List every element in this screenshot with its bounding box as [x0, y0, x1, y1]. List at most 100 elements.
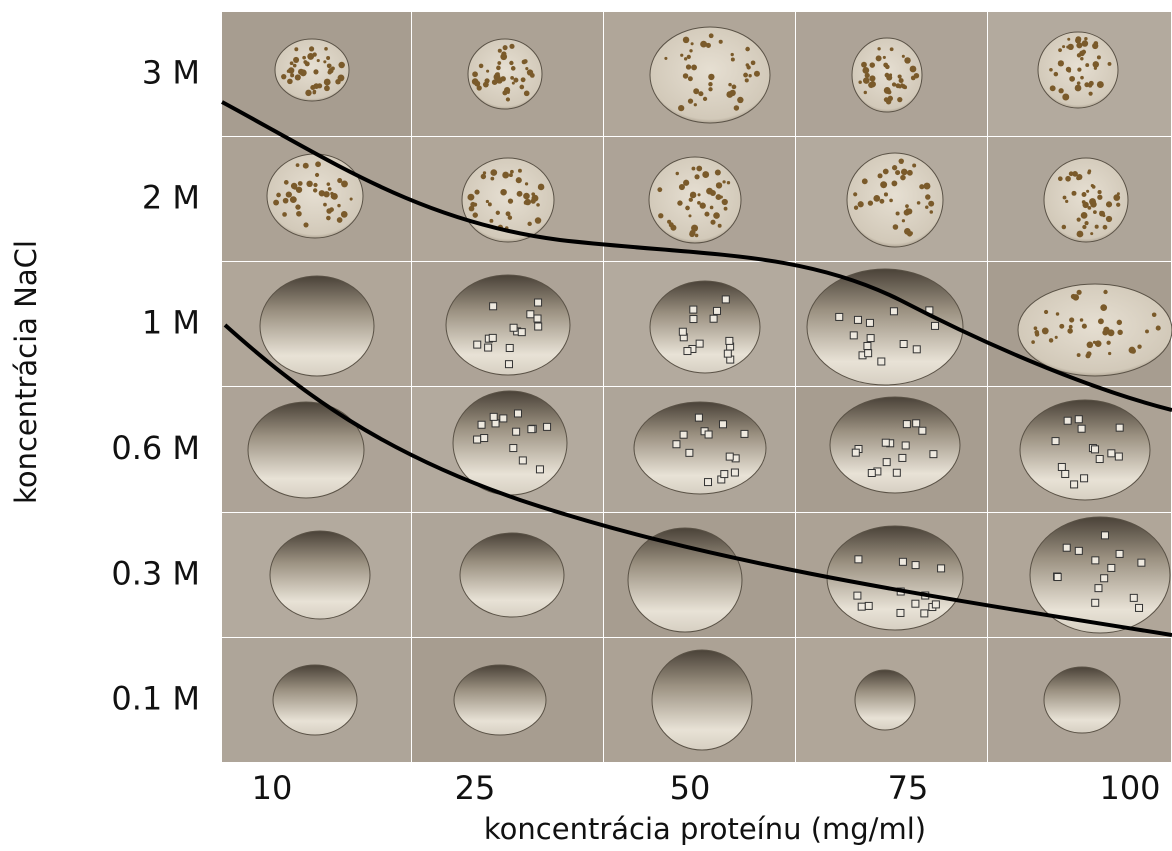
crystal-speck — [1108, 62, 1112, 66]
crystal-speck — [897, 97, 902, 102]
crystal-speck — [276, 193, 281, 198]
crystal-speck — [535, 217, 541, 223]
crystal — [690, 306, 697, 313]
crystal-speck — [324, 47, 328, 51]
crystal-speck — [1072, 191, 1077, 196]
crystal-speck — [904, 209, 910, 215]
crystal-speck — [290, 61, 294, 65]
crystal-speck — [854, 206, 858, 210]
crystal-speck — [686, 64, 691, 69]
crystal-speck — [1113, 194, 1120, 201]
figure: koncentrácia proteínu (mg/ml) koncentrác… — [0, 0, 1172, 851]
crystal-speck — [689, 231, 695, 237]
crystal — [696, 340, 703, 347]
drop — [628, 528, 742, 632]
crystal-speck — [884, 192, 888, 196]
crystal-speck — [328, 187, 332, 191]
crystal-speck — [1056, 312, 1059, 315]
crystal-speck — [868, 82, 874, 88]
crystal-speck — [1069, 325, 1073, 329]
crystal-speck — [327, 182, 331, 186]
crystal-speck — [1055, 336, 1058, 339]
crystal-speck — [303, 163, 309, 169]
crystal-speck — [298, 181, 303, 186]
crystal — [867, 335, 874, 342]
crystal-speck — [669, 222, 674, 227]
crystal-speck — [1077, 290, 1082, 295]
crystal-speck — [917, 201, 921, 205]
crystal-speck — [303, 222, 308, 227]
crystal — [513, 428, 520, 435]
crystal-speck — [281, 74, 286, 79]
crystal-speck — [330, 192, 333, 195]
crystal-speck — [1097, 55, 1101, 59]
crystal — [536, 466, 543, 473]
drop — [652, 650, 752, 750]
crystal-speck — [1062, 45, 1065, 48]
crystal-speck — [529, 71, 533, 75]
crystal-speck — [1085, 353, 1090, 358]
crystal-speck — [1156, 326, 1161, 331]
crystal-speck — [288, 67, 294, 73]
crystal-speck — [689, 198, 693, 202]
crystal-speck — [1082, 202, 1088, 208]
crystal — [1095, 585, 1102, 592]
crystal-speck — [716, 182, 722, 188]
crystal-speck — [1077, 81, 1081, 85]
crystal-speck — [1058, 88, 1063, 93]
crystal-speck — [516, 177, 522, 183]
crystal-speck — [498, 49, 502, 53]
crystal-speck — [745, 78, 749, 82]
crystal-speck — [718, 224, 722, 228]
crystal-speck — [473, 212, 478, 217]
crystal — [912, 562, 919, 569]
crystal — [500, 415, 507, 422]
crystal-speck — [524, 91, 530, 97]
crystal-speck — [341, 211, 348, 218]
crystal — [852, 449, 859, 456]
crystal-speck — [864, 91, 867, 94]
crystal — [510, 324, 517, 331]
x-label: 10 — [252, 769, 293, 807]
crystal-speck — [695, 234, 699, 238]
crystal-speck — [317, 59, 320, 62]
crystal — [868, 470, 875, 477]
crystal-speck — [862, 67, 869, 74]
crystal-speck — [477, 85, 482, 90]
crystal-speck — [693, 88, 699, 94]
crystal — [705, 431, 712, 438]
crystal — [518, 329, 525, 336]
crystal-speck — [1090, 232, 1093, 235]
crystal — [490, 413, 497, 420]
drop — [460, 533, 564, 617]
crystal — [899, 454, 906, 461]
crystal-speck — [517, 191, 523, 197]
crystal-speck — [883, 56, 886, 59]
crystal-speck — [685, 206, 690, 211]
crystal-speck — [1031, 340, 1035, 344]
crystal-speck — [853, 192, 857, 196]
crystal-speck — [294, 47, 298, 51]
crystal — [724, 350, 731, 357]
x-label: 75 — [888, 769, 929, 807]
drop — [260, 276, 374, 376]
crystal-speck — [1062, 225, 1066, 229]
crystal-speck — [290, 73, 294, 77]
crystal-speck — [341, 180, 348, 187]
crystal-speck — [1065, 176, 1071, 182]
crystal — [510, 445, 517, 452]
crystal-speck — [1082, 324, 1087, 329]
crystal-speck — [489, 219, 493, 223]
crystal-speck — [893, 224, 899, 230]
crystal — [673, 441, 680, 448]
crystal-speck — [1084, 221, 1088, 225]
crystal-speck — [658, 213, 663, 218]
crystal-speck — [888, 96, 893, 101]
crystal-speck — [748, 74, 751, 77]
crystal-speck — [1102, 330, 1108, 336]
crystal — [741, 430, 748, 437]
crystal-speck — [496, 66, 501, 71]
crystal-speck — [688, 99, 693, 104]
crystal-speck — [305, 90, 311, 96]
crystal-speck — [706, 188, 713, 195]
